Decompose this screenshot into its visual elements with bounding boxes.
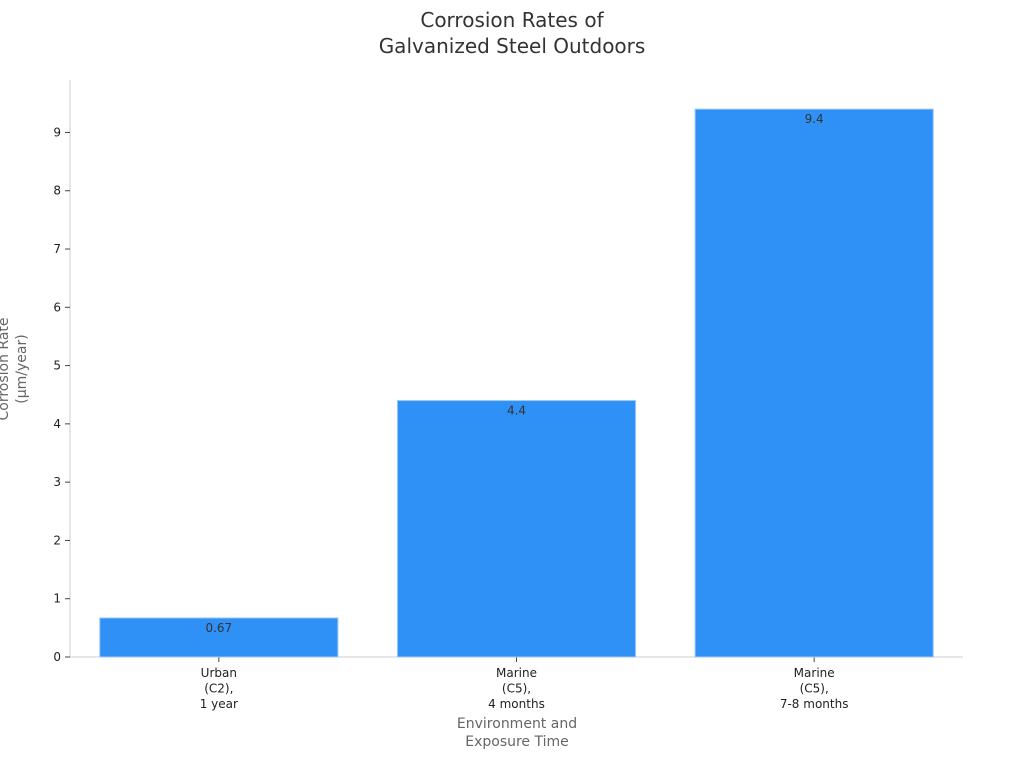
y-tick-label: 5 <box>53 359 61 373</box>
bar <box>396 400 637 658</box>
data-label: 0.67 <box>205 621 232 635</box>
y-tick-label: 8 <box>53 184 61 198</box>
bar <box>99 617 339 658</box>
bar <box>694 108 934 658</box>
x-tick-label: Marine (C5), 4 months <box>488 666 545 711</box>
data-label: 4.4 <box>507 404 526 418</box>
chart-title: Corrosion Rates of Galvanized Steel Outdo… <box>379 8 646 58</box>
y-tick-label: 1 <box>53 592 61 606</box>
x-tick-label: Urban (C2), 1 year <box>200 666 238 711</box>
y-tick-label: 0 <box>53 650 61 664</box>
x-axis-label: Environment and Exposure Time <box>457 716 577 750</box>
data-label: 9.4 <box>805 112 824 126</box>
y-tick-label: 3 <box>53 475 61 489</box>
y-tick-label: 2 <box>53 533 61 547</box>
y-axis-label: Corrosion Rate(µm/year) <box>0 317 30 420</box>
x-tick-label: Marine (C5), 7-8 months <box>780 666 849 711</box>
y-tick-label: 7 <box>53 242 61 256</box>
y-tick-label: 4 <box>53 417 61 431</box>
y-tick-label: 9 <box>53 125 61 139</box>
y-tick-label: 6 <box>53 300 61 314</box>
